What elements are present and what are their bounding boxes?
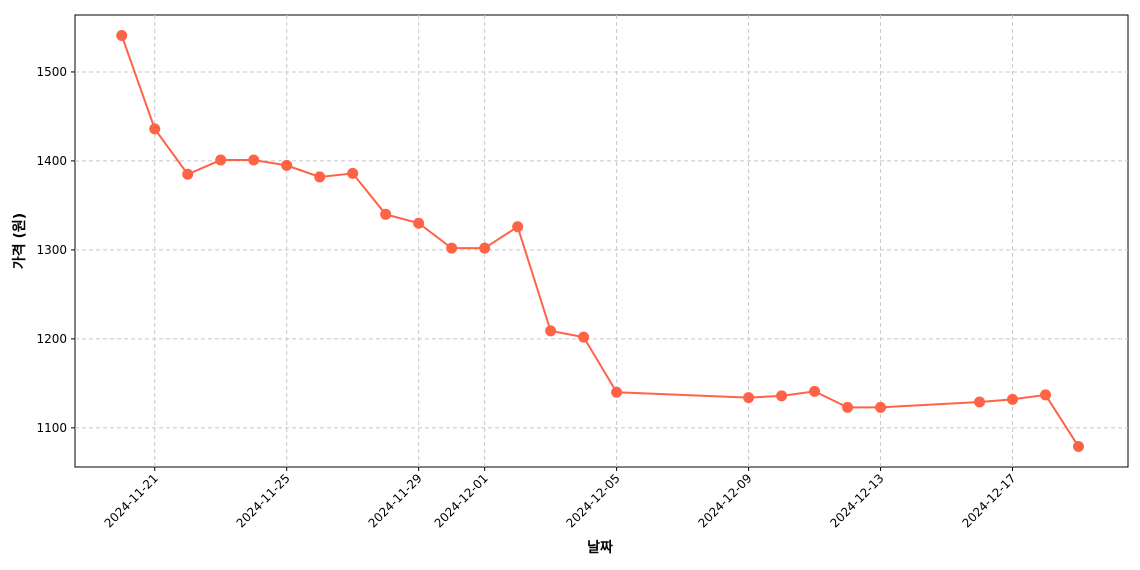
- data-point: [446, 242, 458, 254]
- data-point: [974, 396, 986, 408]
- data-point: [809, 385, 821, 397]
- data-point: [512, 221, 524, 233]
- data-point: [578, 331, 590, 343]
- data-point: [149, 123, 161, 135]
- data-point: [842, 401, 854, 413]
- x-tick-label: 2024-12-01: [432, 471, 491, 530]
- x-tick-label: 2024-11-21: [102, 471, 161, 530]
- data-point: [1040, 389, 1052, 401]
- data-point: [347, 167, 359, 179]
- data-point: [314, 171, 326, 183]
- y-axis-label: 가격 (원): [11, 213, 28, 269]
- data-point: [776, 390, 788, 402]
- y-tick-label: 1100: [36, 421, 67, 435]
- data-point: [380, 208, 392, 220]
- data-point: [182, 168, 194, 180]
- x-tick-label: 2024-11-25: [234, 471, 293, 530]
- x-tick-label: 2024-12-09: [695, 471, 754, 530]
- data-point: [1073, 441, 1085, 453]
- data-point: [413, 217, 425, 229]
- x-tick-label: 2024-12-13: [827, 471, 886, 530]
- y-tick-label: 1400: [36, 154, 67, 168]
- data-point: [248, 154, 260, 166]
- x-tick-label: 2024-11-29: [366, 471, 425, 530]
- x-axis-label: 날짜: [587, 540, 613, 556]
- data-point: [1007, 393, 1019, 405]
- x-tick-label: 2024-12-05: [564, 471, 623, 530]
- data-point: [479, 242, 491, 254]
- data-point: [611, 386, 623, 398]
- plot-frame: [74, 14, 1129, 468]
- x-tick-label: 2024-12-17: [959, 471, 1018, 530]
- data-point: [743, 392, 755, 404]
- y-tick-label: 1300: [36, 243, 67, 257]
- data-point: [281, 159, 293, 171]
- y-tick-label: 1500: [36, 65, 67, 79]
- data-point: [215, 154, 227, 166]
- data-point: [545, 325, 557, 337]
- y-tick-label: 1200: [36, 332, 67, 346]
- data-point: [116, 29, 128, 41]
- data-point: [875, 401, 887, 413]
